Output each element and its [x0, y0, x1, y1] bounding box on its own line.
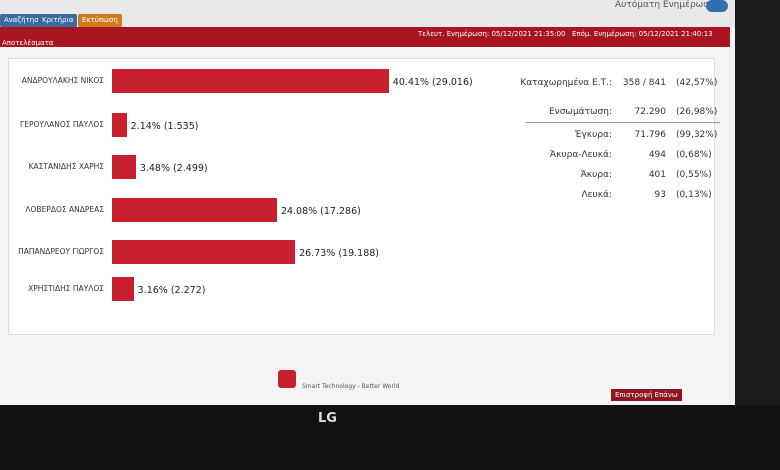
category-label: ΚΑΣΤΑΝΙΔΗΣ ΧΑΡΗΣ	[28, 162, 104, 171]
stat-percent: (0,13%)	[676, 190, 712, 200]
stat-percent: (99,32%)	[676, 130, 718, 140]
category-label: ΧΡΗΣΤΙΔΗΣ ΠΑΥΛΟΣ	[28, 284, 104, 293]
search-button[interactable]: Αναζήτηση	[0, 14, 48, 27]
value-label: 40.41% (29.016)	[392, 77, 473, 88]
auto-update-label: Αυτόματη Ενημέρωση	[615, 0, 715, 10]
value-label: 26.73% (19.188)	[299, 248, 379, 259]
value-label: 24.08% (17.286)	[280, 206, 361, 217]
bar	[112, 277, 134, 301]
logo	[278, 370, 296, 388]
brand: LG	[318, 411, 337, 426]
stat-percent: (26,98%)	[676, 107, 718, 117]
bar	[112, 113, 127, 137]
divider	[525, 122, 720, 123]
back-to-top[interactable]: Επιστροφή Επάνω	[611, 389, 682, 401]
monitor-bezel: LG	[0, 405, 780, 470]
stat-label: Άκυρα:	[580, 170, 612, 180]
toggle[interactable]	[706, 0, 728, 12]
results-panel	[8, 58, 715, 335]
stat-label: Καταχωρημένα Ε.Τ.:	[520, 78, 612, 88]
bar	[112, 198, 277, 222]
value-label: 3.16% (2.272)	[137, 285, 206, 296]
category-label: ΓΕΡΟΥΛΑΝΟΣ ΠΑΥΛΟΣ	[20, 120, 104, 129]
bar	[112, 69, 389, 93]
status-bar: Αποτελέσματα Τελευτ. Ενημέρωση: 05/12/20…	[0, 27, 730, 47]
bar	[112, 240, 296, 264]
slogan: Smart Technology - Better World	[302, 383, 400, 390]
stat-percent: (42,57%)	[676, 78, 718, 88]
category-label: ΠΑΠΑΝΔΡΕΟΥ ΓΙΩΡΓΟΣ	[18, 247, 104, 256]
category-label: ΛΟΒΕΡΔΟΣ ΑΝΔΡΕΑΣ	[25, 205, 104, 214]
print-button[interactable]: Εκτύπωση	[78, 14, 122, 27]
stat-value: 401	[648, 170, 666, 180]
next-update: Επόμ. Ενημέρωση: 05/12/2021 21:40:13	[572, 30, 713, 38]
category-label: ΑΝΔΡΟΥΛΑΚΗΣ ΝΙΚΟΣ	[21, 76, 104, 85]
screen: Αυτόματη Ενημέρωση Αναζήτηση Κριτήρια Εκ…	[0, 0, 735, 405]
top-bar: Αυτόματη Ενημέρωση Αναζήτηση Κριτήρια Εκ…	[0, 0, 735, 27]
stat-percent: (0,68%)	[676, 150, 712, 160]
stat-value: 358 / 841	[622, 78, 666, 88]
stat-value: 71.796	[634, 130, 667, 140]
bar	[112, 155, 136, 179]
criteria-button[interactable]: Κριτήρια	[38, 14, 78, 27]
value-label: 3.48% (2.499)	[139, 163, 208, 174]
last-update: Τελευτ. Ενημέρωση: 05/12/2021 21:35:00	[418, 30, 566, 38]
stat-label: Λευκά:	[581, 190, 613, 200]
stat-label: Άκυρα-Λευκά:	[549, 150, 612, 160]
stat-label: Ενσωμάτωση:	[548, 107, 612, 117]
stat-value: 93	[654, 190, 666, 200]
stat-value: 494	[648, 150, 666, 160]
stat-value: 72.290	[634, 107, 667, 117]
stat-percent: (0,55%)	[676, 170, 712, 180]
value-label: 2.14% (1.535)	[130, 121, 199, 132]
status-title: Αποτελέσματα	[2, 39, 54, 47]
stat-label: Έγκυρα:	[574, 130, 612, 140]
